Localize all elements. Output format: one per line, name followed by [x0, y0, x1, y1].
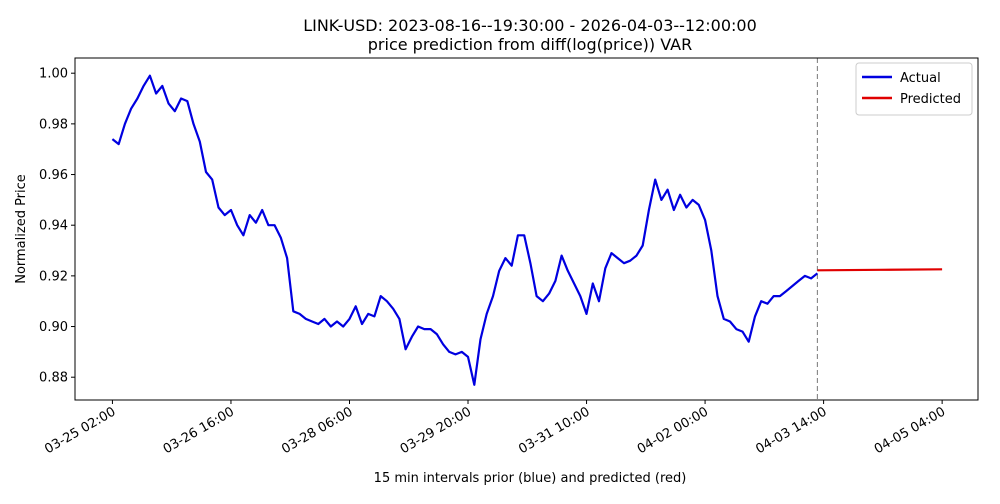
y-axis-label: Normalized Price	[14, 174, 29, 284]
y-tick-label: 0.90	[39, 320, 68, 335]
legend-label: Predicted	[900, 92, 961, 107]
plot-frame	[74, 57, 979, 401]
y-tick-label: 0.98	[39, 117, 68, 132]
y-tick-label: 1.00	[39, 67, 68, 82]
x-axis-label: 15 min intervals prior (blue) and predic…	[374, 471, 687, 486]
chart-title: LINK-USD: 2023-08-16--19:30:00 - 2026-04…	[303, 16, 757, 35]
chart-subtitle: price prediction from diff(log(price)) V…	[368, 35, 692, 54]
y-tick-label: 0.96	[39, 168, 68, 183]
y-tick-label: 0.92	[39, 269, 68, 284]
y-tick-label: 0.88	[39, 371, 68, 386]
legend-label: Actual	[900, 71, 941, 86]
y-tick-label: 0.94	[39, 219, 68, 234]
series-line	[817, 268, 943, 272]
series-line	[111, 74, 819, 386]
